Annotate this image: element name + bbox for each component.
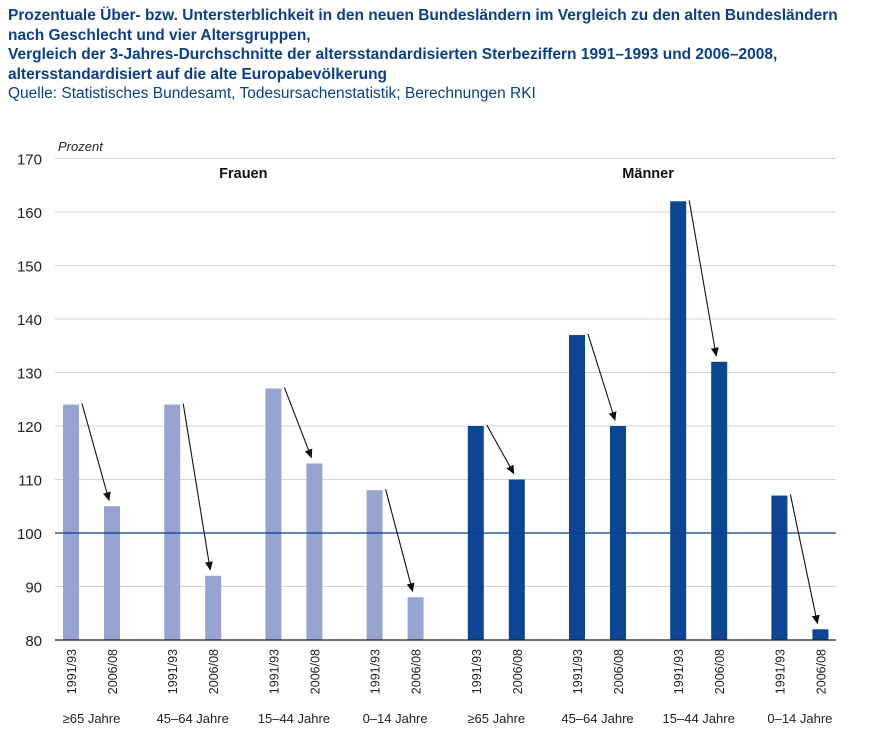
chart-header: Prozentuale Über- bzw. Untersterblichkei… — [8, 6, 874, 104]
chart-title-line-4: altersstandardisiert auf die alte Europa… — [8, 65, 388, 83]
x-period-label: 2006/08 — [612, 649, 626, 694]
bar — [407, 597, 424, 640]
bar — [265, 388, 282, 640]
y-tick-label: 120 — [17, 419, 42, 436]
y-tick-label: 80 — [25, 633, 42, 650]
x-period-label: 2006/08 — [713, 649, 727, 694]
x-period-label: 2006/08 — [814, 649, 828, 694]
bar — [306, 463, 323, 640]
x-period-label: 1991/93 — [166, 649, 180, 694]
y-tick-label: 100 — [17, 526, 42, 543]
y-tick-label: 160 — [17, 205, 42, 222]
change-arrow — [587, 333, 617, 421]
bar — [164, 404, 181, 640]
x-category-label: 0–14 Jahre — [363, 711, 428, 726]
bar — [670, 201, 687, 641]
x-category-label: 45–64 Jahre — [157, 711, 229, 726]
y-tick-label: 130 — [17, 366, 42, 383]
change-arrow — [81, 403, 111, 502]
change-arrow — [688, 200, 719, 357]
group-label: Frauen — [219, 166, 267, 182]
chart-source: Quelle: Statistisches Bundesamt, Todesur… — [8, 85, 536, 102]
group-label: Männer — [622, 166, 674, 182]
bar — [104, 506, 120, 640]
x-period-label: 2006/08 — [410, 649, 424, 694]
bar — [711, 361, 728, 640]
x-period-label: 1991/93 — [65, 649, 79, 694]
x-category-label: 15–44 Jahre — [663, 711, 735, 726]
x-period-label: 1991/93 — [773, 649, 787, 694]
bar — [205, 575, 222, 640]
x-axis: 1991/93 2006/08 ≥65 Jahre 1991/93 2006/08 45–… — [55, 639, 836, 726]
x-category-label: 45–64 Jahre — [561, 711, 633, 726]
x-period-label: 1991/93 — [369, 649, 383, 694]
y-axis: 80 90 100 110 120 130 140 150 160 170 Prozent — [17, 139, 104, 650]
bar — [63, 404, 79, 640]
change-arrow — [385, 489, 415, 593]
x-period-label: 1991/93 — [470, 649, 484, 694]
bar — [771, 495, 788, 640]
chart-title-line-3: Vergleich der 3-Jahres-Durchschnitte der… — [8, 46, 778, 63]
y-tick-label: 140 — [17, 312, 42, 329]
bars — [63, 201, 829, 641]
x-category-label: 15–44 Jahre — [258, 711, 330, 726]
change-arrow — [283, 387, 313, 459]
gridlines — [55, 158, 836, 641]
change-arrow — [182, 403, 213, 571]
y-tick-label: 170 — [17, 152, 42, 169]
x-period-label: 2006/08 — [106, 649, 120, 694]
bar — [508, 479, 525, 640]
y-tick-label: 90 — [25, 580, 42, 597]
arrows — [81, 200, 820, 625]
chart-title-line-1: Prozentuale Über- bzw. Untersterblichkei… — [8, 7, 838, 24]
bar — [569, 335, 585, 640]
x-period-label: 2006/08 — [308, 649, 322, 694]
x-period-label: 1991/93 — [267, 649, 281, 694]
change-arrow — [789, 494, 820, 625]
x-period-label: 1991/93 — [672, 649, 686, 694]
chart-labels: Frauen Männer — [219, 166, 674, 182]
bar — [366, 490, 383, 640]
y-tick-label: 110 — [18, 473, 42, 490]
bar — [812, 629, 829, 640]
x-period-label: 2006/08 — [511, 649, 525, 694]
y-axis-label: Prozent — [58, 139, 104, 154]
x-period-label: 2006/08 — [207, 649, 221, 694]
x-category-label: ≥65 Jahre — [63, 711, 121, 726]
change-arrow — [486, 424, 515, 475]
x-period-label: 1991/93 — [571, 649, 585, 694]
x-category-label: 0–14 Jahre — [767, 711, 832, 726]
y-tick-label: 150 — [17, 259, 42, 276]
chart-title-line-2: nach Geschlecht und vier Altersgruppen, — [8, 26, 311, 44]
x-category-label: ≥65 Jahre — [467, 711, 525, 726]
